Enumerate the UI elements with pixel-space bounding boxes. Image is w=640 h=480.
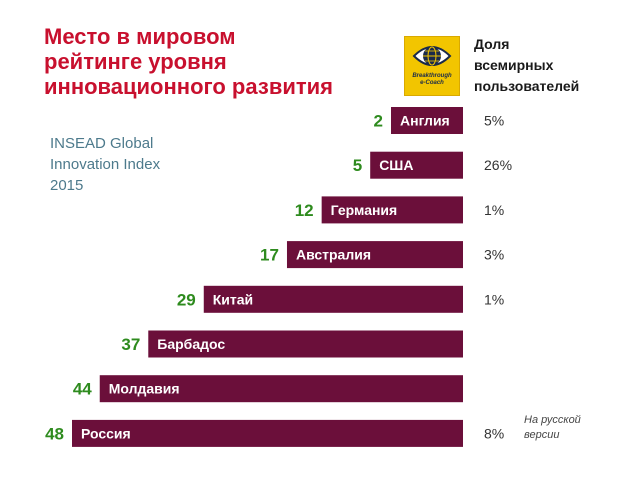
bar-5	[203, 285, 463, 313]
rank-label-1: 2	[374, 112, 383, 131]
bar-6	[148, 330, 464, 358]
chart-title: Место в мировом рейтинге уровня инноваци…	[44, 24, 384, 99]
bar-7	[99, 375, 463, 403]
bar-label-6: Барбадос	[157, 336, 225, 352]
rank-label-8: 48	[45, 424, 64, 443]
share-header-line-2: всемирных	[474, 57, 554, 73]
share-value-4: 3%	[484, 247, 504, 263]
share-value-2: 26%	[484, 157, 512, 173]
share-value-1: 5%	[484, 113, 504, 129]
eye-globe-icon	[412, 46, 452, 66]
source-label: INSEAD Global Innovation Index 2015	[50, 133, 230, 196]
rank-label-4: 17	[260, 246, 279, 265]
share-value-5: 1%	[484, 291, 504, 307]
bar-label-7: Молдавия	[109, 381, 180, 397]
rank-label-5: 29	[177, 290, 196, 309]
share-value-8: 8%	[484, 425, 504, 441]
bar-label-4: Австралия	[296, 247, 371, 263]
breakthrough-logo: Breakthrough e-Coach	[404, 36, 460, 96]
share-column-header: Доля всемирных пользователей	[474, 34, 624, 97]
rank-label-3: 12	[295, 201, 314, 220]
bar-label-8: Россия	[81, 425, 131, 441]
title-line-1: Место в мировом	[44, 24, 236, 49]
bar-2	[370, 151, 463, 179]
rank-label-7: 44	[73, 380, 92, 399]
bar-1	[391, 107, 463, 134]
rank-label-6: 37	[121, 335, 140, 354]
logo-text: Breakthrough e-Coach	[405, 73, 459, 87]
logo-line-2: e-Coach	[420, 80, 444, 86]
source-line-1: INSEAD Global	[50, 135, 154, 152]
share-header-line-1: Доля	[474, 36, 510, 52]
bar-label-5: Китай	[213, 291, 253, 307]
share-header-line-3: пользователей	[474, 78, 580, 94]
title-line-3: инновационного развития	[44, 74, 333, 99]
note-line-2: версии	[524, 429, 560, 441]
bar-label-3: Германия	[331, 202, 398, 218]
bar-3	[321, 196, 463, 224]
rank-label-2: 5	[353, 156, 362, 175]
note-line-1: На русской	[524, 414, 581, 426]
logo-line-1: Breakthrough	[412, 73, 452, 79]
source-line-3: 2015	[50, 177, 84, 194]
bar-4	[286, 241, 463, 269]
source-line-2: Innovation Index	[50, 156, 161, 173]
title-line-2: рейтинге уровня	[44, 49, 227, 74]
russia-footnote: На русской версии	[524, 413, 614, 443]
bar-8	[72, 419, 463, 447]
bar-label-2: США	[379, 157, 413, 173]
share-value-3: 1%	[484, 202, 504, 218]
bar-label-1: Англия	[400, 113, 450, 129]
